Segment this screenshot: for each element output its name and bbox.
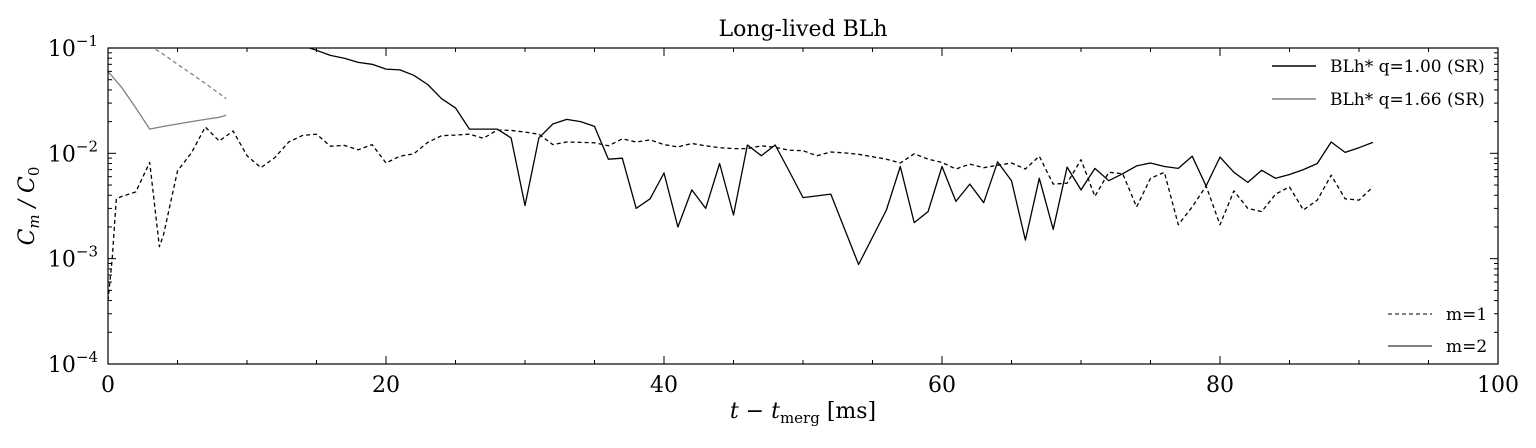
series-layer [108,48,1374,301]
x-tick-label: 80 [1206,373,1234,398]
x-tick-label: 20 [372,373,400,398]
legend-modes: m=1 m=2 [1388,305,1487,357]
x-tick-label: 0 [101,373,115,398]
y-axis-label-sub-0: 0 [25,167,43,177]
x-tick-label: 100 [1477,373,1519,398]
y-tick-label: 10−4 [48,348,98,378]
series-line-q100-m1 [108,126,1374,301]
chart-title: Long-lived BLh [718,17,887,42]
legend-modes-label-m1: m=1 [1446,305,1487,325]
x-axis-label: t − tmerg [ms] [730,399,876,427]
series-line-q166-m2 [108,70,227,130]
x-tick-labels: 0 20 40 60 80 100 [101,373,1519,398]
legend-models-label-q100: BLh* q=1.00 (SR) [1330,57,1485,77]
legend-modes-label-m2: m=2 [1446,337,1487,357]
y-axis-label-sub-m: m [25,214,43,228]
y-tick-label: 10−1 [48,32,98,62]
ticks-layer [107,47,1499,365]
x-tick-label: 40 [650,373,678,398]
plot-frame [107,47,1499,365]
x-tick-label: 60 [928,373,956,398]
legend-models: BLh* q=1.00 (SR) BLh* q=1.66 (SR) [1272,57,1485,110]
y-tick-label: 10−2 [48,137,98,167]
series-line-q166-m1 [152,48,227,100]
x-axis-label-subscript: merg [780,409,820,427]
y-tick-labels: 10−4 10−3 10−2 10−1 [48,32,98,378]
y-axis-label: Cm / C0 [15,167,43,246]
y-tick-label: 10−3 [48,243,98,273]
series-line-q100-m2 [307,48,1374,266]
legend-models-label-q166: BLh* q=1.66 (SR) [1330,90,1485,110]
